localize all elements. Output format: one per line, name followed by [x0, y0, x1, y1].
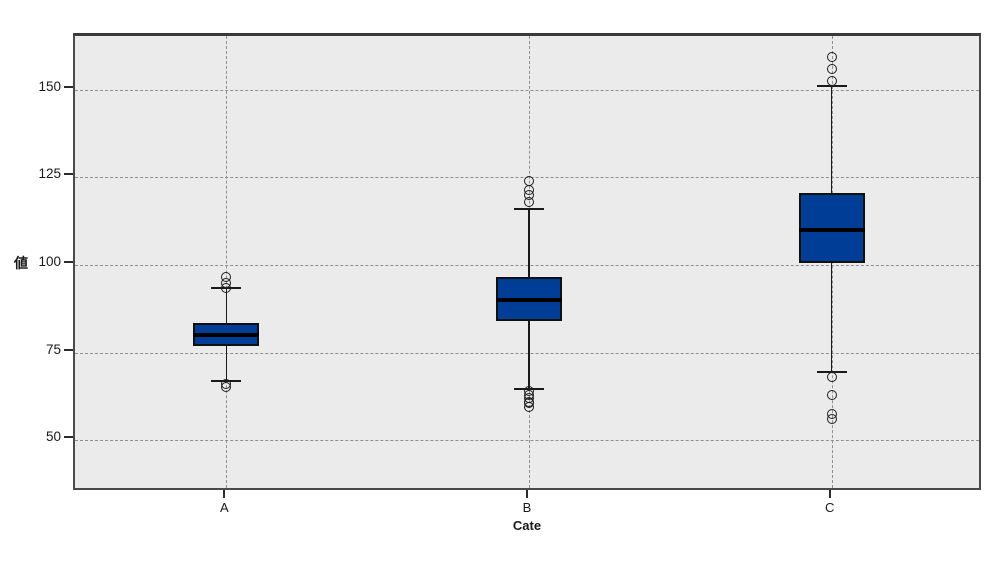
whisker-upper-line [225, 287, 228, 323]
outlier-point [524, 401, 534, 412]
outlier-point [524, 196, 534, 207]
median-line [193, 333, 260, 338]
gridline-horizontal [75, 265, 979, 267]
gridline-horizontal [75, 89, 979, 91]
outlier-point [221, 381, 232, 392]
median-line [496, 298, 562, 303]
whisker-lower-line [830, 263, 833, 372]
gridline-vertical [226, 36, 228, 488]
x-tick-label: A [219, 500, 229, 515]
x-axis-label: Cate [512, 518, 542, 533]
whisker-lower-cap [816, 370, 847, 373]
gridline-horizontal [75, 440, 979, 442]
gridline-horizontal [75, 352, 979, 354]
outlier-point [826, 372, 837, 383]
y-tick-mark [64, 436, 73, 439]
whisker-lower-line [225, 345, 228, 381]
outlier-point [221, 282, 232, 293]
median-line [798, 228, 865, 232]
whisker-upper-cap [816, 85, 847, 88]
y-axis-label: 値 [14, 255, 28, 272]
y-tick-label: 100 [38, 254, 61, 270]
outlier-point [826, 51, 837, 62]
whisker-upper-line [528, 208, 530, 278]
y-tick-label: 150 [38, 78, 61, 94]
whisker-lower-line [528, 321, 530, 390]
x-tick-label: B [522, 500, 532, 515]
y-tick-mark [64, 348, 73, 351]
y-tick-mark [64, 261, 73, 264]
x-tick-label: C [824, 500, 835, 515]
x-tick-mark [828, 490, 831, 498]
plot-area [73, 33, 981, 490]
whisker-upper-cap [514, 207, 544, 210]
x-tick-mark [223, 490, 226, 498]
outlier-point [826, 63, 837, 74]
outlier-point [826, 389, 837, 400]
y-tick-mark [64, 85, 73, 88]
y-tick-label: 75 [45, 341, 61, 357]
whisker-upper-line [830, 86, 833, 194]
x-tick-mark [526, 490, 528, 498]
y-tick-label: 50 [45, 429, 61, 445]
y-tick-label: 125 [38, 166, 61, 182]
y-tick-mark [64, 173, 73, 176]
outlier-point [826, 414, 837, 425]
outlier-point [826, 76, 837, 87]
